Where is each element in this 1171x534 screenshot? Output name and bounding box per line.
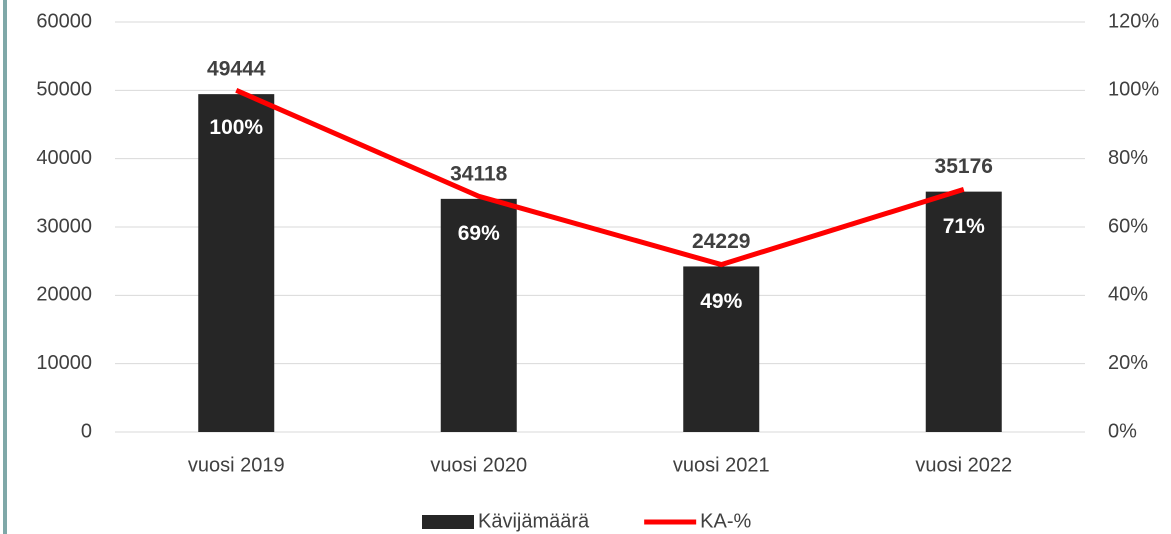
y2-tick-label: 120% [1108,10,1159,32]
y2-tick-label: 60% [1108,215,1148,237]
y-tick-label: 10000 [36,352,92,374]
x-tick-label: vuosi 2020 [430,454,527,476]
line-value-label: 69% [458,222,500,245]
bar [683,266,760,432]
bar-value-label: 35176 [935,155,993,178]
legend-label: KA-% [700,510,751,532]
bar-value-label: 34118 [450,162,508,185]
line-value-label: 49% [700,290,742,313]
line [235,88,965,268]
bar [925,191,1002,432]
y2-tick-label: 0% [1108,420,1137,442]
y2-tick-label: 80% [1108,147,1148,169]
y2-tick-label: 40% [1108,284,1148,306]
bar-value-label: 24229 [692,230,750,253]
x-tick-label: vuosi 2021 [673,454,770,476]
y-tick-label: 50000 [36,79,92,101]
legend-swatch [422,515,474,529]
y-tick-label: 60000 [36,10,92,32]
bar [198,94,275,433]
y-tick-label: 20000 [36,284,92,306]
bar [440,198,517,432]
y-tick-label: 0 [81,420,92,442]
y2-tick-label: 20% [1108,352,1148,374]
bar-value-label: 49444 [207,58,266,81]
y2-tick-label: 100% [1108,79,1159,101]
x-tick-label: vuosi 2022 [915,454,1012,476]
y-tick-label: 40000 [36,147,92,169]
x-tick-label: vuosi 2019 [188,454,285,476]
line-value-label: 100% [209,116,263,139]
legend-label: Kävijämäärä [478,510,590,532]
y-tick-label: 30000 [36,215,92,237]
line-value-label: 71% [943,215,985,238]
